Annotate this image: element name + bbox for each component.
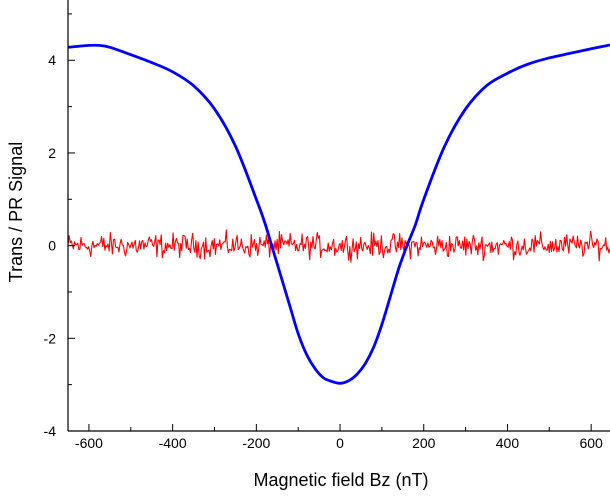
plot-lines: [67, 43, 610, 385]
y-tick-label: -2: [44, 330, 57, 346]
x-tick-label: -600: [75, 435, 103, 451]
series-red-line: [67, 229, 610, 263]
y-axis-label: Trans / PR Signal: [6, 142, 26, 282]
x-tick-label: -400: [159, 435, 187, 451]
x-tick-label: 200: [412, 435, 436, 451]
x-tick-label: 0: [336, 435, 344, 451]
y-tick-label: -4: [44, 423, 57, 439]
axes: [67, 0, 610, 432]
x-tick-label: -200: [242, 435, 270, 451]
y-tick-label: 2: [48, 145, 56, 161]
series-blue-line: [67, 43, 610, 385]
x-tick-label: 400: [496, 435, 520, 451]
x-tick-label: 600: [579, 435, 603, 451]
x-axis-label: Magnetic field Bz (nT): [253, 470, 428, 490]
ticks: -600 -400 -200 0 200 400 600 -4 -2 0 2 4: [44, 13, 603, 451]
y-tick-label: 0: [48, 238, 56, 254]
y-tick-label: 4: [48, 52, 56, 68]
